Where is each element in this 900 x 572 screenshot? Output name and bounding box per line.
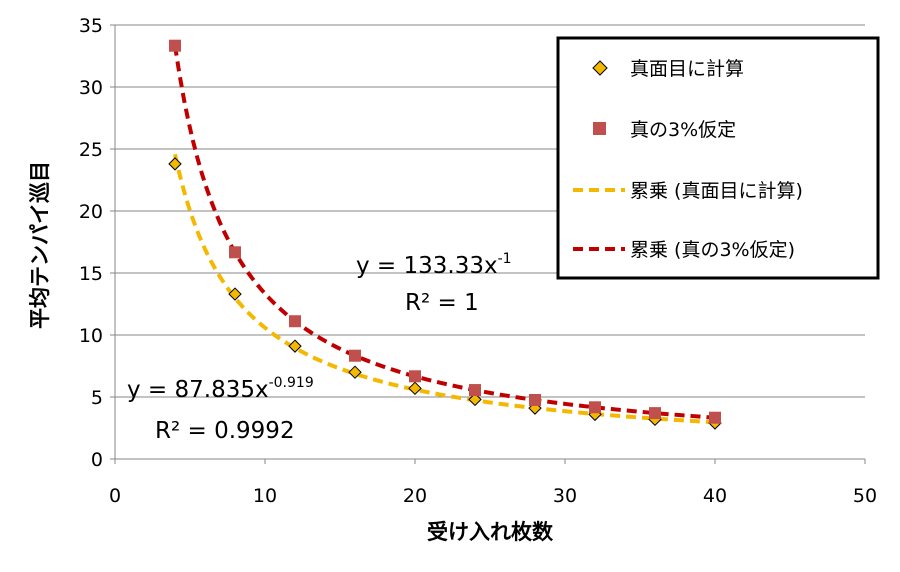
data-point-diamond — [168, 157, 182, 171]
trendline-equation-yellow: y = 87.835x-0.919 — [127, 375, 314, 403]
data-point-diamond — [468, 392, 482, 407]
x-axis-title: 受け入れ枚数 — [427, 520, 554, 544]
data-point-square — [349, 349, 361, 362]
data-point-square — [289, 315, 301, 328]
y-tick-label: 10 — [79, 325, 103, 347]
data-point-square — [709, 411, 721, 424]
legend-label: 累乗 (真面目に計算) — [630, 180, 803, 202]
y-tick-label: 20 — [79, 201, 103, 223]
legend-item-trendline-2: 累乗 (真の3%仮定) — [573, 239, 795, 261]
data-points — [168, 39, 722, 430]
data-point-square — [589, 401, 601, 414]
legend-item-series-2: 真の3%仮定 — [593, 119, 736, 141]
data-point-square — [529, 393, 541, 406]
legend-label: 真の3%仮定 — [630, 119, 736, 141]
trendline-equation-red: y = 133.33x-1 — [356, 251, 512, 279]
legend-item-series-1: 真面目に計算 — [592, 58, 744, 80]
legend-box — [556, 36, 880, 280]
x-tick-label: 40 — [703, 485, 727, 507]
axes — [110, 24, 866, 464]
y-tick-label: 30 — [79, 77, 103, 99]
data-point-square — [469, 384, 481, 397]
data-point-square — [409, 370, 421, 383]
x-tick-label: 50 — [853, 485, 877, 507]
gridlines — [115, 24, 865, 398]
legend: 真面目に計算 真の3%仮定 累乗 (真面目に計算) 累乗 (真の3%仮定) — [556, 36, 880, 280]
trendlines — [173, 45, 716, 425]
legend-diamond-marker — [592, 60, 608, 76]
trendline-1 — [173, 153, 716, 425]
tick-labels: 0 5 10 15 20 25 30 35 0 10 20 30 40 50 — [79, 15, 877, 507]
x-tick-label: 10 — [253, 485, 277, 507]
x-tick-label: 20 — [403, 485, 427, 507]
legend-label: 真面目に計算 — [630, 58, 744, 80]
trendline-r2-yellow: R² = 0.9992 — [155, 418, 295, 444]
data-point-square — [649, 407, 661, 420]
legend-label: 累乗 (真の3%仮定) — [630, 239, 795, 261]
data-point-diamond — [408, 381, 422, 396]
trendline-r2-red: R² = 1 — [405, 290, 479, 316]
data-point-diamond — [288, 339, 302, 353]
y-tick-label: 15 — [79, 263, 103, 285]
data-point-diamond — [348, 365, 362, 379]
data-point-square — [169, 39, 181, 52]
legend-square-marker — [593, 122, 606, 135]
x-tick-label: 0 — [109, 485, 121, 507]
y-tick-label: 25 — [79, 139, 103, 161]
y-tick-label: 5 — [91, 387, 103, 409]
y-axis-title: 平均テンパイ巡目 — [28, 161, 52, 329]
trendline-2 — [173, 45, 716, 420]
data-point-square — [229, 246, 241, 259]
y-tick-label: 35 — [79, 15, 103, 37]
y-tick-label: 0 — [91, 449, 103, 471]
x-tick-label: 30 — [553, 485, 577, 507]
data-point-diamond — [228, 287, 242, 301]
legend-item-trendline-1: 累乗 (真面目に計算) — [573, 180, 803, 202]
